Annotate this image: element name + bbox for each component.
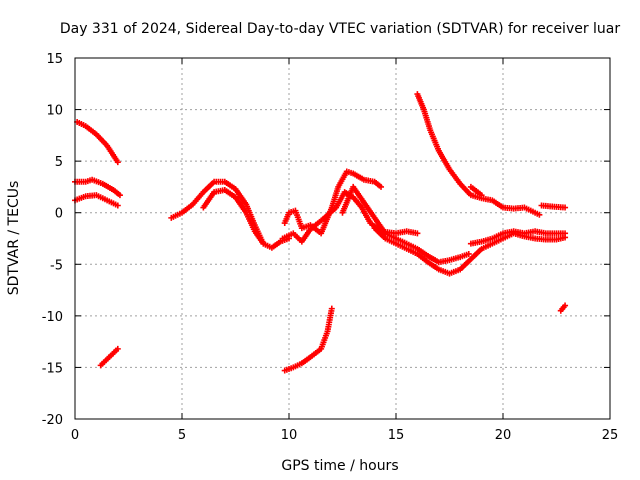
y-tick-label: 10 [46,104,63,119]
x-tick-label: 0 [71,428,79,443]
y-tick-label: -5 [50,258,63,273]
series-arc-o [281,305,335,374]
y-axis-label: SDTVAR / TECUs [6,181,22,296]
series-arc-b [72,176,123,199]
series-arc-k [467,228,569,247]
x-axis-label: GPS time / hours [281,458,398,474]
axis-layer: 0 5 10 15 20 25 -20 -15 -10 -5 0 5 10 15 [42,52,619,443]
x-tick-label: 25 [602,428,619,443]
x-tick-label: 5 [178,428,186,443]
data-point [562,302,569,309]
y-tick-label: -10 [42,310,63,325]
data-layer [72,91,569,374]
series-arc-l [414,91,543,218]
series-arc-a [74,118,121,166]
data-point [114,202,121,209]
data-point [114,159,121,166]
data-point [114,345,121,352]
y-tick-label: 5 [55,155,63,170]
series-arc-p [557,302,569,314]
data-point [414,230,421,237]
series-arc-e [168,178,292,251]
series-arc-f [200,187,267,247]
data-point [328,305,335,312]
data-point [562,230,569,237]
series-arc-i [339,183,472,266]
data-point [260,240,267,247]
chart-title: Day 331 of 2024, Sidereal Day-to-day VTE… [60,21,621,37]
y-tick-label: -15 [42,361,63,376]
x-tick-label: 20 [495,428,512,443]
series-arc-n [538,202,569,211]
data-point [562,204,569,211]
data-point [465,250,472,257]
data-point [378,183,385,190]
series-arc-g [281,168,385,237]
x-tick-label: 10 [281,428,298,443]
series-arc-c [72,192,121,209]
y-tick-label: -20 [42,413,63,428]
data-point [536,211,543,218]
y-tick-label: 0 [55,207,63,222]
series-arc-j [371,225,569,277]
series-arc-m [467,183,485,199]
y-tick-label: 15 [46,52,63,67]
data-point [116,192,123,199]
grid-layer [75,58,610,419]
x-tick-label: 15 [388,428,405,443]
data-point [478,192,485,199]
series-arc-d [97,345,121,369]
plot-frame [74,57,611,420]
